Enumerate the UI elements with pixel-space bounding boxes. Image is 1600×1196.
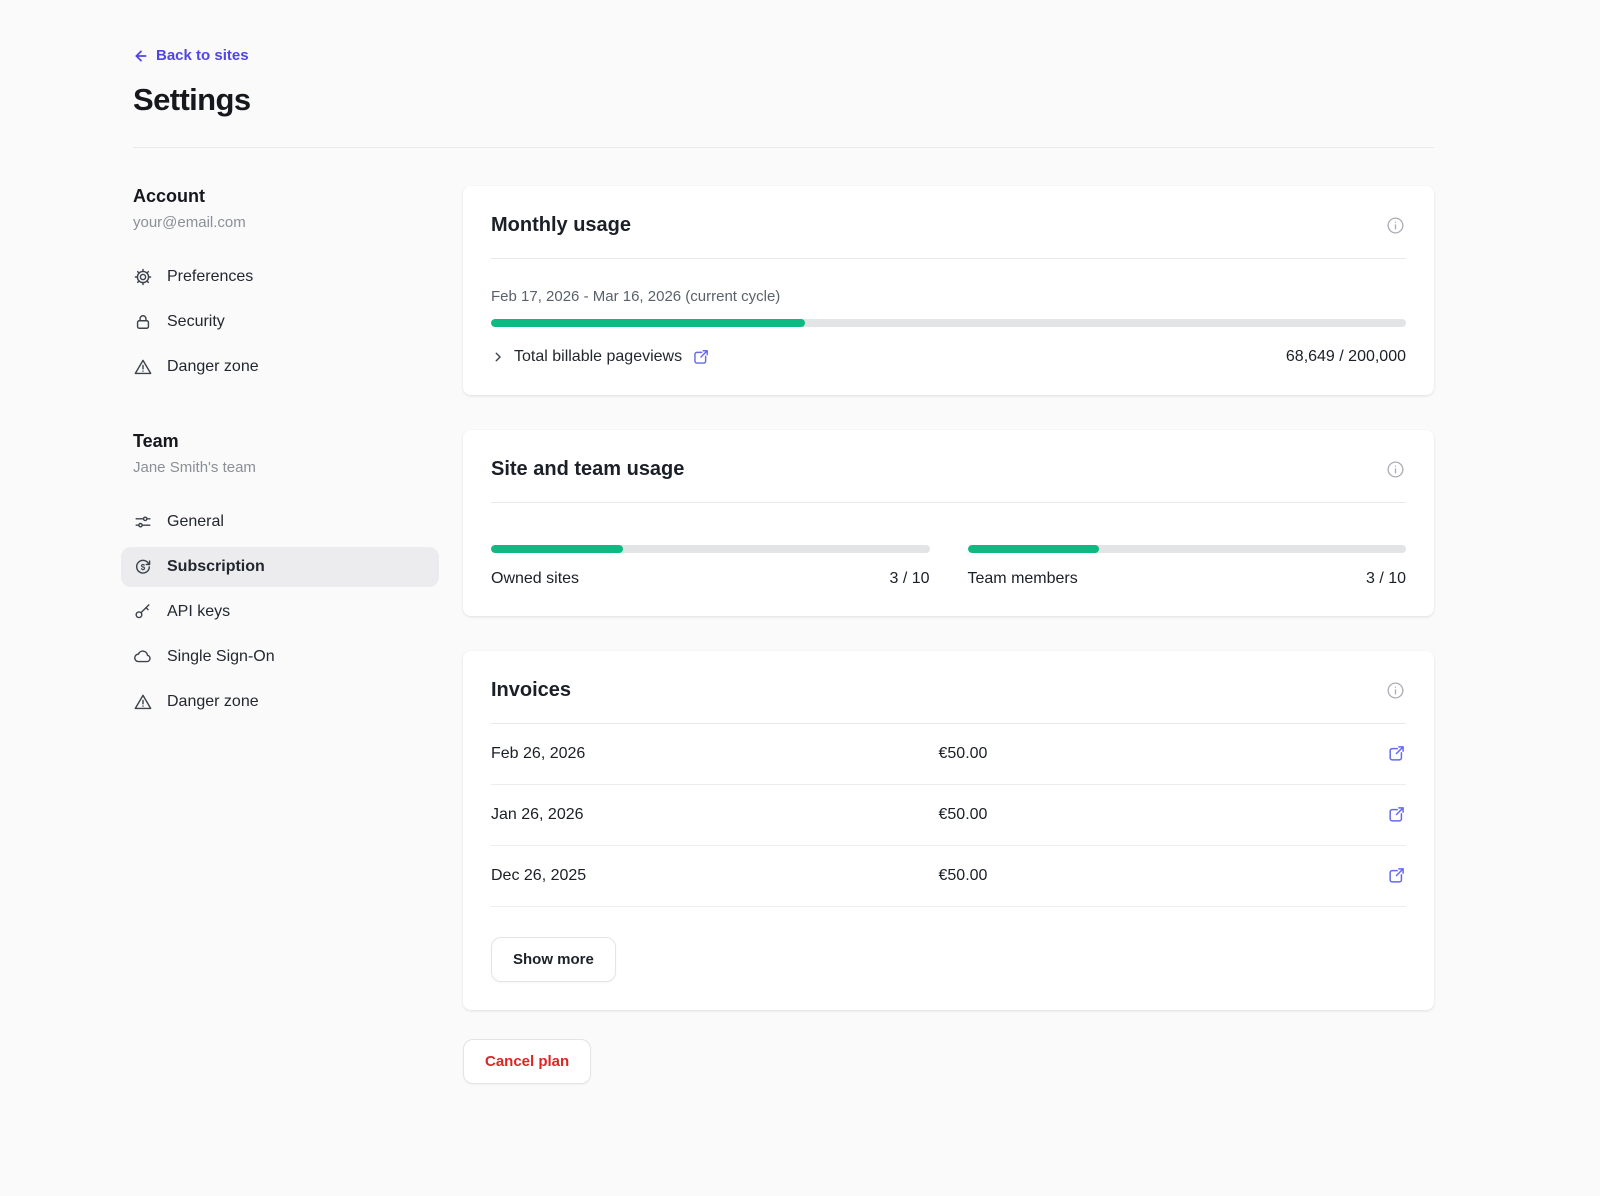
sidebar-item-label: Preferences (167, 268, 253, 286)
account-heading: Account (133, 186, 439, 207)
external-link-icon[interactable] (1386, 744, 1406, 764)
card-divider (491, 502, 1406, 503)
settings-main: Monthly usage Feb 17, 2026 - Mar 16, 202… (463, 186, 1434, 1196)
sidebar-item-label: API keys (167, 603, 230, 621)
team-members-label: Team members (968, 570, 1078, 588)
sidebar-item-team-danger-zone[interactable]: Danger zone (121, 682, 439, 722)
account-nav: Preferences Security (121, 257, 439, 387)
gear-icon (133, 267, 153, 287)
back-to-sites-link[interactable]: Back to sites (133, 47, 249, 64)
sidebar-item-label: General (167, 513, 224, 531)
owned-sites-label: Owned sites (491, 570, 579, 588)
team-members-meter: Team members 3 / 10 (968, 531, 1407, 588)
owned-sites-value: 3 / 10 (889, 570, 929, 588)
key-icon (133, 602, 153, 622)
settings-sidebar: Account your@email.com Preferences (133, 186, 439, 722)
external-link-icon[interactable] (1386, 805, 1406, 825)
site-team-usage-card: Site and team usage Owned sites (463, 430, 1434, 616)
sidebar-item-label: Single Sign-On (167, 648, 275, 666)
invoice-row: Jan 26, 2026 €50.00 (491, 785, 1406, 846)
page-title: Settings (133, 82, 1434, 118)
settings-page: Back to sites Settings Account your@emai… (133, 0, 1434, 1196)
cancel-plan-button[interactable]: Cancel plan (463, 1039, 591, 1084)
site-team-usage-title: Site and team usage (491, 458, 684, 481)
invoice-row: Feb 26, 2026 €50.00 (491, 724, 1406, 785)
monthly-usage-title: Monthly usage (491, 214, 631, 237)
external-link-icon[interactable] (1386, 866, 1406, 886)
sidebar-item-preferences[interactable]: Preferences (121, 257, 439, 297)
account-email: your@email.com (133, 214, 439, 231)
sidebar-item-security[interactable]: Security (121, 302, 439, 342)
sidebar-item-api-keys[interactable]: API keys (121, 592, 439, 632)
sidebar-item-general[interactable]: General (121, 502, 439, 542)
pageviews-progress-fill (491, 319, 805, 327)
sidebar-item-single-sign-on[interactable]: Single Sign-On (121, 637, 439, 677)
sidebar-item-label: Danger zone (167, 358, 259, 376)
lock-icon (133, 312, 153, 332)
team-heading: Team (133, 431, 439, 452)
invoices-title: Invoices (491, 679, 571, 702)
svg-text:$: $ (141, 562, 146, 571)
invoice-amount: €50.00 (939, 745, 1387, 763)
back-to-sites-label: Back to sites (156, 47, 249, 64)
info-icon[interactable] (1385, 680, 1406, 701)
billing-cycle-label: Feb 17, 2026 - Mar 16, 2026 (current cyc… (491, 288, 1406, 305)
card-divider (491, 258, 1406, 259)
info-icon[interactable] (1385, 215, 1406, 236)
account-section: Account your@email.com Preferences (133, 186, 439, 387)
owned-sites-progress-fill (491, 545, 623, 553)
sidebar-item-subscription[interactable]: $ Subscription (121, 547, 439, 587)
invoice-row: Dec 26, 2025 €50.00 (491, 846, 1406, 907)
invoice-date: Dec 26, 2025 (491, 867, 939, 885)
invoice-date: Jan 26, 2026 (491, 806, 939, 824)
invoice-date: Feb 26, 2026 (491, 745, 939, 763)
sidebar-item-account-danger-zone[interactable]: Danger zone (121, 347, 439, 387)
dollar-refresh-icon: $ (133, 557, 153, 577)
owned-sites-meter: Owned sites 3 / 10 (491, 531, 930, 588)
sidebar-item-label: Subscription (167, 558, 265, 576)
team-members-value: 3 / 10 (1366, 570, 1406, 588)
arrow-left-icon (133, 48, 149, 64)
cloud-icon (133, 647, 153, 667)
show-more-button[interactable]: Show more (491, 937, 616, 982)
team-name: Jane Smith's team (133, 459, 439, 476)
info-icon[interactable] (1385, 459, 1406, 480)
sliders-icon (133, 512, 153, 532)
warning-icon (133, 357, 153, 377)
team-nav: General $ Subscription (121, 502, 439, 722)
invoice-amount: €50.00 (939, 867, 1387, 885)
billable-pageviews-value: 68,649 / 200,000 (1286, 348, 1406, 366)
sidebar-item-label: Security (167, 313, 225, 331)
billable-pageviews-label[interactable]: Total billable pageviews (514, 348, 682, 366)
invoices-card: Invoices Feb 26, 2026 €50.00 (463, 651, 1434, 1010)
sidebar-item-label: Danger zone (167, 693, 259, 711)
pageviews-progress-track (491, 319, 1406, 327)
team-section: Team Jane Smith's team General (133, 431, 439, 722)
warning-icon (133, 692, 153, 712)
external-link-icon[interactable] (691, 348, 710, 367)
invoice-amount: €50.00 (939, 806, 1387, 824)
team-members-progress-fill (968, 545, 1100, 553)
owned-sites-progress-track (491, 545, 930, 553)
chevron-right-icon[interactable] (491, 350, 505, 364)
monthly-usage-card: Monthly usage Feb 17, 2026 - Mar 16, 202… (463, 186, 1434, 395)
team-members-progress-track (968, 545, 1407, 553)
